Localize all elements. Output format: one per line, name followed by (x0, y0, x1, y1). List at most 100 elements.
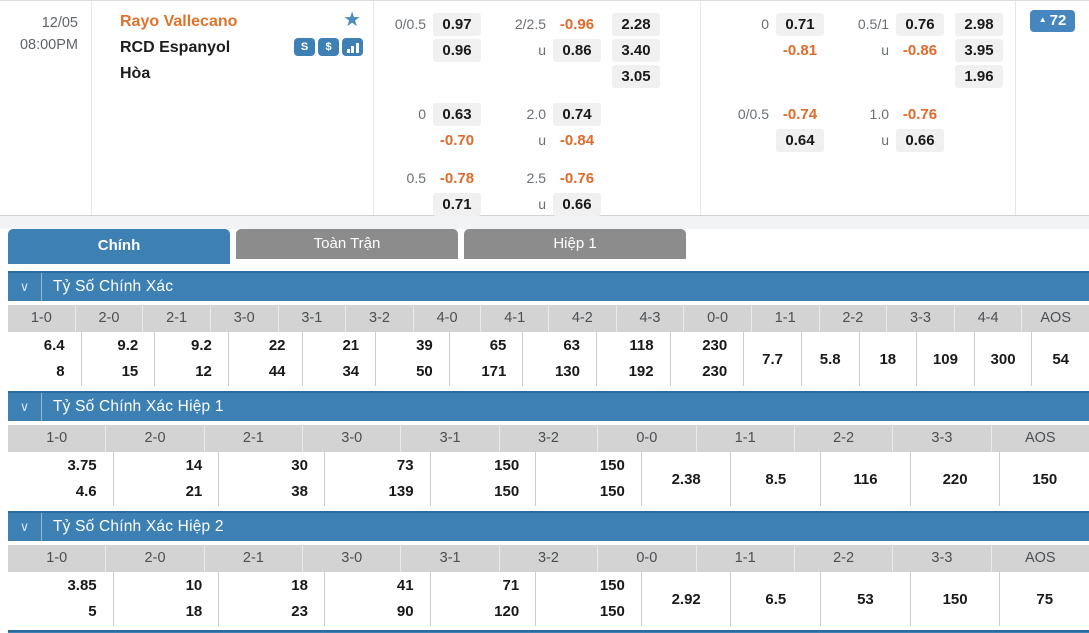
score-odds-cell[interactable]: 21 34 (303, 332, 377, 386)
odds-value: 18 (879, 350, 897, 368)
tab-hiep-1[interactable]: Hiệp 1 (464, 229, 686, 259)
odds-value[interactable]: 0.66 (896, 128, 944, 152)
odds-value[interactable]: 0.71 (776, 12, 824, 36)
score-odds-cell[interactable]: 116 (821, 452, 911, 506)
tab-toan-tran[interactable]: Toàn Trận (236, 229, 458, 259)
odds-value[interactable]: 0.66 (553, 192, 601, 216)
score-odds-cell[interactable]: 7.7 (744, 332, 802, 386)
dollar-icon[interactable]: $ (318, 38, 339, 56)
score-section-2: ∨ Tỷ Số Chính Xác Hiệp 1 1-0 2-0 2-1 3-0 3-1 3-… (8, 391, 1089, 506)
score-odds-cell[interactable]: 10 18 (114, 572, 220, 626)
score-odds-cell[interactable]: 3.75 4.6 (8, 452, 114, 506)
score-odds-cell[interactable]: 63 130 (523, 332, 597, 386)
odds-value[interactable]: -0.76 (902, 105, 938, 123)
score-odds-cell[interactable]: 75 (1000, 572, 1089, 626)
score-column-header: 3-0 (303, 425, 402, 452)
score-column-header: 3-1 (279, 305, 347, 332)
s-badge-icon[interactable]: S (294, 38, 315, 56)
score-odds-cell[interactable]: 53 (821, 572, 911, 626)
score-odds-cell[interactable]: 150 150 (431, 452, 537, 506)
odds-value[interactable]: 2.28 (612, 12, 660, 36)
odds-value[interactable]: 3.05 (612, 64, 660, 88)
odds-value[interactable]: 1.96 (955, 64, 1003, 88)
section-header[interactable]: ∨ Tỷ Số Chính Xác Hiệp 2 (8, 511, 1089, 541)
score-odds-cell[interactable]: 54 (1032, 332, 1089, 386)
score-column-header: 1-0 (8, 305, 76, 332)
odds-value: 109 (932, 350, 958, 368)
score-odds-cell[interactable]: 109 (917, 332, 975, 386)
odds-value[interactable]: 0.76 (896, 12, 944, 36)
section-header[interactable]: ∨ Tỷ Số Chính Xác Hiệp 1 (8, 391, 1089, 421)
score-odds-cell[interactable]: 41 90 (325, 572, 431, 626)
score-odds-cell[interactable]: 9.2 12 (155, 332, 229, 386)
score-odds-cell[interactable]: 220 (911, 452, 1001, 506)
score-odds-cell[interactable]: 71 120 (431, 572, 537, 626)
score-odds-cell[interactable]: 150 (1000, 452, 1089, 506)
odds-value[interactable]: -0.76 (559, 169, 595, 187)
score-odds-cell[interactable]: 3.85 5 (8, 572, 114, 626)
score-odds-cell[interactable]: 73 139 (325, 452, 431, 506)
score-columns-row: 1-0 2-0 2-1 3-0 3-1 3-2 0-0 1-1 2-2 3-3 AOS (8, 545, 1089, 572)
score-odds-cell[interactable]: 150 150 (536, 452, 642, 506)
score-odds-cell[interactable]: 300 (975, 332, 1033, 386)
score-odds-cell[interactable]: 230 230 (671, 332, 745, 386)
odds-value[interactable]: 0.74 (553, 102, 601, 126)
odds-value[interactable]: 0.63 (433, 102, 481, 126)
score-odds-cell[interactable]: 14 21 (114, 452, 220, 506)
teams-column: Rayo Vallecano RCD Espanyol Hòa ★ S $ (91, 1, 373, 215)
odds-value: 150 (494, 483, 520, 500)
score-odds-cell[interactable]: 118 192 (597, 332, 671, 386)
score-odds-cell[interactable]: 2.38 (642, 452, 732, 506)
odds-value[interactable]: 0.71 (433, 192, 481, 216)
score-odds-cell[interactable]: 6.4 8 (8, 332, 82, 386)
score-odds-cell[interactable]: 150 150 (536, 572, 642, 626)
odds-value: 118 (629, 337, 654, 354)
odds-value[interactable]: 0.97 (433, 12, 481, 36)
odds-value: 21 (342, 337, 360, 354)
score-odds-cell[interactable]: 150 (911, 572, 1001, 626)
score-odds-cell[interactable]: 5.8 (802, 332, 860, 386)
score-column-header: 0-0 (684, 305, 752, 332)
odds-value[interactable]: 0.96 (433, 38, 481, 62)
score-odds-cell[interactable]: 30 38 (219, 452, 325, 506)
section-header-partial[interactable] (8, 630, 1089, 633)
match-time: 08:00PM (19, 37, 78, 53)
match-datetime: 12/05 08:00PM (0, 1, 91, 215)
handicap-label: 0 (761, 16, 769, 32)
section-header[interactable]: ∨ Tỷ Số Chính Xác (8, 271, 1089, 301)
score-odds-cell[interactable]: 22 44 (229, 332, 303, 386)
odds-value[interactable]: 0.86 (553, 38, 601, 62)
odds-value[interactable]: -0.96 (559, 15, 595, 33)
score-odds-cell[interactable]: 9.2 15 (82, 332, 156, 386)
score-odds-cell[interactable]: 6.5 (731, 572, 822, 626)
total-label: 2.0 (526, 106, 546, 122)
odds-value[interactable]: -0.70 (439, 131, 475, 149)
odds-value[interactable]: 2.98 (955, 12, 1003, 36)
score-odds-cell[interactable]: 8.5 (731, 452, 822, 506)
trend-up-icon: ▲ (1038, 15, 1047, 24)
odds-value[interactable]: 3.40 (612, 38, 660, 62)
odds-value[interactable]: -0.74 (782, 105, 818, 123)
under-label: u (538, 132, 546, 148)
odds-value[interactable]: -0.84 (559, 131, 595, 149)
odds-value: 6.5 (765, 590, 787, 608)
odds-value[interactable]: -0.78 (439, 169, 475, 187)
odds-value[interactable]: 3.95 (955, 38, 1003, 62)
more-markets-badge[interactable]: ▲ 72 (1029, 9, 1076, 32)
score-odds-cell[interactable]: 2.92 (642, 572, 732, 626)
score-odds-cell[interactable]: 39 50 (376, 332, 450, 386)
tab-chinh[interactable]: Chính (8, 229, 230, 264)
score-odds-cell[interactable]: 65 171 (450, 332, 524, 386)
bar-chart-icon[interactable] (342, 38, 363, 56)
favorite-star-icon[interactable]: ★ (343, 9, 361, 31)
odds-value: 22 (268, 337, 286, 354)
odds-value: 53 (857, 590, 874, 608)
under-label: u (538, 42, 546, 58)
odds-value[interactable]: -0.86 (902, 41, 938, 59)
score-odds-cell[interactable]: 18 23 (219, 572, 325, 626)
score-odds-cell[interactable]: 18 (860, 332, 918, 386)
odds-value[interactable]: -0.81 (782, 41, 818, 59)
odds-value: 171 (481, 363, 507, 380)
score-column-header: 2-0 (106, 545, 205, 572)
odds-value[interactable]: 0.64 (776, 128, 824, 152)
